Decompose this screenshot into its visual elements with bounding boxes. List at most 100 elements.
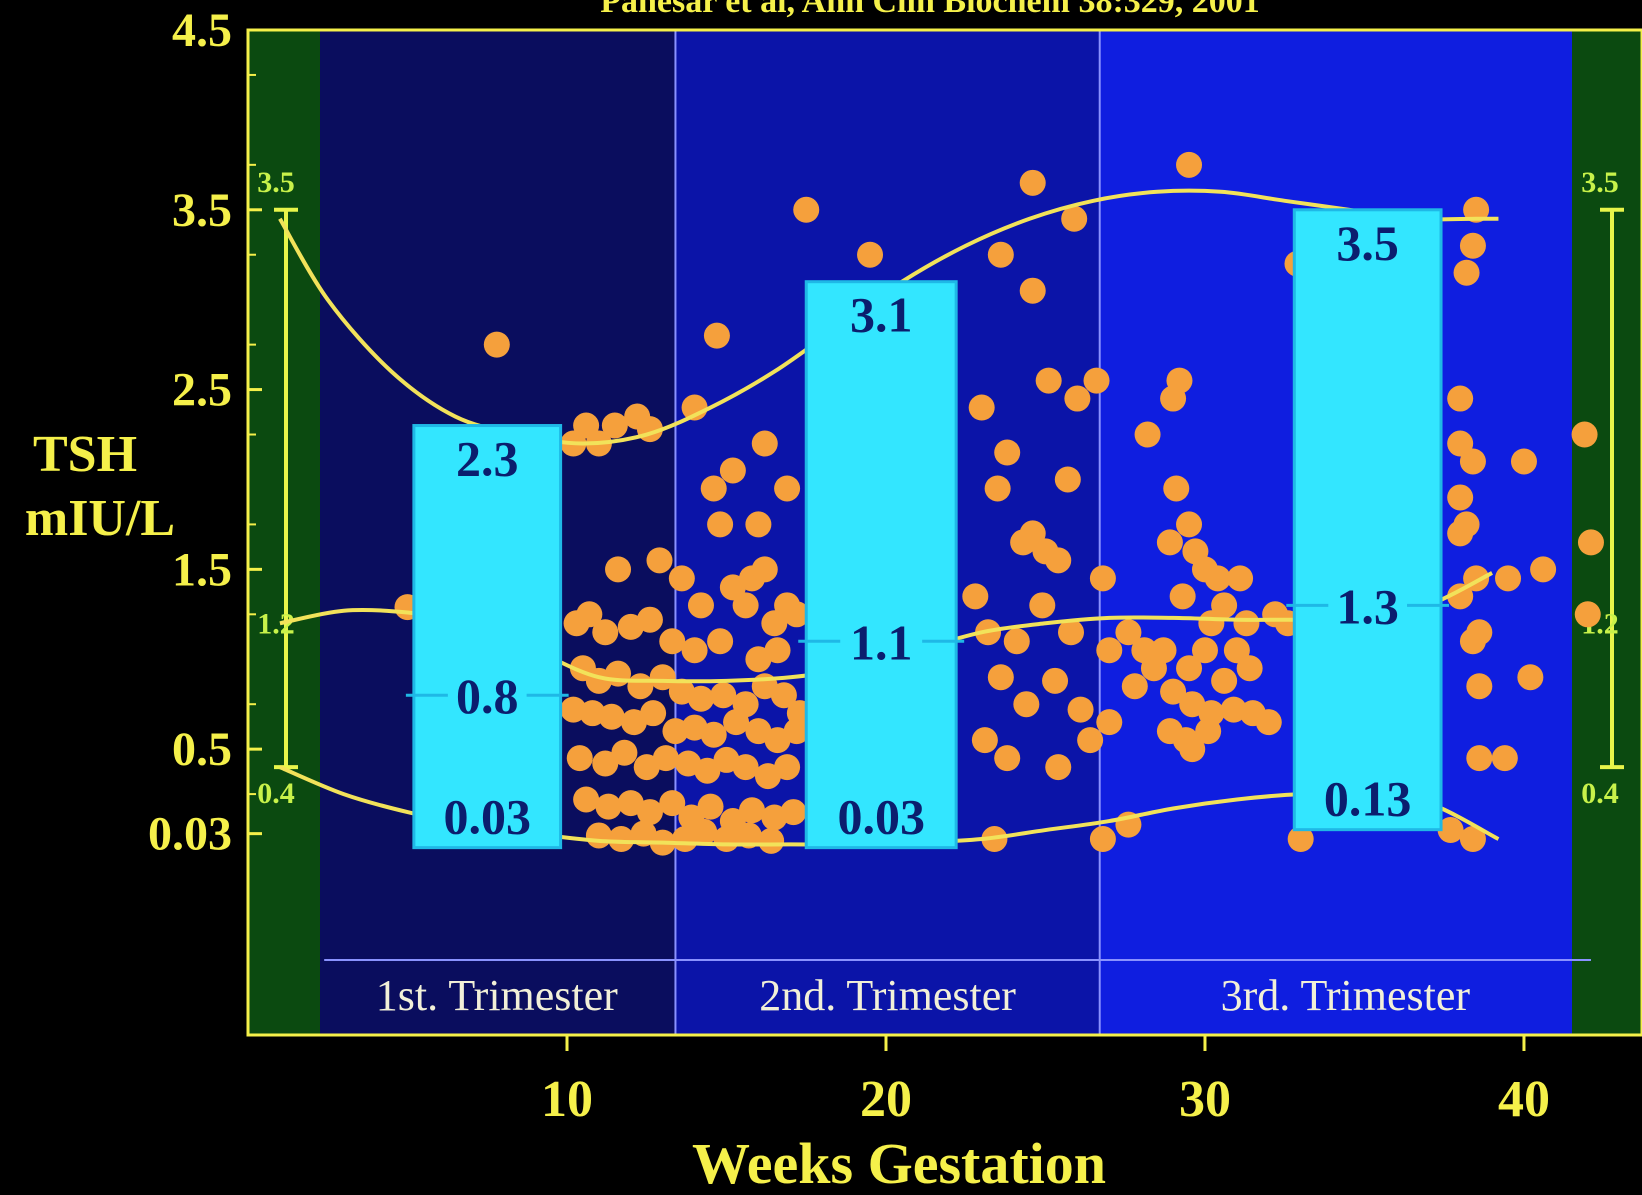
box-upper-label-1: 2.3 — [456, 431, 519, 487]
data-point-111 — [962, 583, 989, 610]
data-point-156 — [1160, 678, 1187, 705]
data-point-192 — [1491, 745, 1518, 772]
box-2 — [804, 280, 958, 850]
data-point-34 — [710, 682, 737, 709]
trimester-label-strip: 1st. Trimester 2nd. Trimester 3rd. Trimest… — [324, 959, 1591, 1020]
data-point-102 — [968, 394, 995, 421]
data-point-181 — [1459, 628, 1486, 655]
data-point-153 — [1211, 667, 1238, 694]
data-point-9 — [646, 547, 673, 574]
data-point-54 — [652, 745, 679, 772]
data-point-29 — [605, 660, 632, 687]
data-point-139 — [1176, 511, 1203, 538]
data-point-178 — [1495, 565, 1522, 592]
data-point-45 — [700, 721, 727, 748]
reference-label-upper-right: 3.5 — [1581, 166, 1619, 199]
data-point-146 — [1198, 610, 1225, 637]
data-point-143 — [1204, 565, 1231, 592]
data-point-179 — [1447, 583, 1474, 610]
data-point-101 — [1035, 367, 1062, 394]
data-point-104 — [984, 475, 1011, 502]
data-point-136 — [1160, 385, 1187, 412]
data-point-85 — [774, 475, 801, 502]
data-point-133 — [1134, 421, 1161, 448]
data-point-122 — [1067, 696, 1094, 723]
box-median-label-1: 0.8 — [456, 668, 519, 724]
data-point-121 — [1042, 667, 1069, 694]
data-point-127 — [994, 745, 1021, 772]
data-point-8 — [605, 556, 632, 583]
data-point-145 — [1211, 592, 1238, 619]
trimester-boxes: 2.3 0.8 0.03 3.1 1.1 0.03 3.5 1.3 0.13 — [405, 208, 1450, 850]
data-point-61 — [573, 786, 600, 813]
data-point-5 — [601, 412, 628, 439]
box-median-label-3: 1.3 — [1336, 578, 1399, 634]
trimester-label-2: 2nd. Trimester — [759, 971, 1016, 1020]
data-point-126 — [971, 727, 998, 754]
box-1 — [412, 424, 563, 850]
data-point-82 — [703, 322, 730, 349]
y-tick-label-1.5: 1.5 — [172, 543, 232, 596]
data-point-89 — [745, 511, 772, 538]
data-point-95 — [987, 241, 1014, 268]
data-point-88 — [707, 511, 734, 538]
data-point-188 — [1571, 421, 1598, 448]
y-tick-label-0.5: 0.5 — [172, 723, 232, 776]
data-point-33 — [687, 685, 714, 712]
data-point-14 — [751, 556, 778, 583]
y-tick-label-0.03: 0.03 — [148, 808, 232, 861]
data-point-134 — [1176, 151, 1203, 178]
data-point-142 — [1169, 583, 1196, 610]
data-point-147 — [1233, 610, 1260, 637]
data-point-71 — [780, 799, 807, 826]
data-point-174 — [1447, 484, 1474, 511]
data-point-87 — [700, 475, 727, 502]
data-point-17 — [576, 601, 603, 628]
data-point-161 — [1255, 709, 1282, 736]
data-point-86 — [719, 457, 746, 484]
data-point-62 — [595, 793, 622, 820]
data-point-100 — [1083, 367, 1110, 394]
data-point-110 — [1089, 565, 1116, 592]
data-point-80 — [758, 827, 785, 854]
data-point-171 — [1447, 385, 1474, 412]
data-point-94 — [857, 241, 884, 268]
data-point-115 — [1058, 619, 1085, 646]
data-point-170 — [1453, 259, 1480, 286]
data-point-72 — [585, 822, 612, 849]
data-point-187 — [1530, 556, 1557, 583]
data-point-10 — [668, 565, 695, 592]
data-point-183 — [1466, 745, 1493, 772]
data-point-46 — [723, 709, 750, 736]
data-point-3 — [573, 412, 600, 439]
x-tick-label-20: 20 — [860, 1071, 912, 1128]
data-point-165 — [1179, 736, 1206, 763]
y-tick-label-4.5: 4.5 — [172, 4, 232, 57]
data-point-184 — [1437, 817, 1464, 844]
x-tick-label-10: 10 — [541, 1071, 593, 1128]
data-point-173 — [1459, 448, 1486, 475]
data-point-107 — [1019, 520, 1046, 547]
data-point-117 — [1115, 619, 1142, 646]
data-point-22 — [681, 637, 708, 664]
data-point-69 — [739, 797, 766, 824]
data-point-154 — [1223, 637, 1250, 664]
data-point-11 — [687, 592, 714, 619]
data-point-119 — [987, 664, 1014, 691]
data-point-79 — [735, 822, 762, 849]
data-point-26 — [783, 601, 810, 628]
data-point-138 — [1156, 529, 1183, 556]
data-point-96 — [1019, 169, 1046, 196]
box-upper-label-2: 3.1 — [850, 287, 913, 343]
data-point-172 — [1447, 430, 1474, 457]
trimester-label-3: 3rd. Trimester — [1221, 971, 1471, 1020]
data-point-144 — [1227, 565, 1254, 592]
data-point-40 — [598, 703, 625, 730]
data-point-109 — [1045, 547, 1072, 574]
data-point-78 — [713, 826, 740, 853]
data-point-124 — [1121, 673, 1148, 700]
data-point-103 — [994, 439, 1021, 466]
data-point-137 — [1163, 475, 1190, 502]
data-point-189 — [1577, 529, 1604, 556]
plot-frame — [246, 28, 1642, 1037]
